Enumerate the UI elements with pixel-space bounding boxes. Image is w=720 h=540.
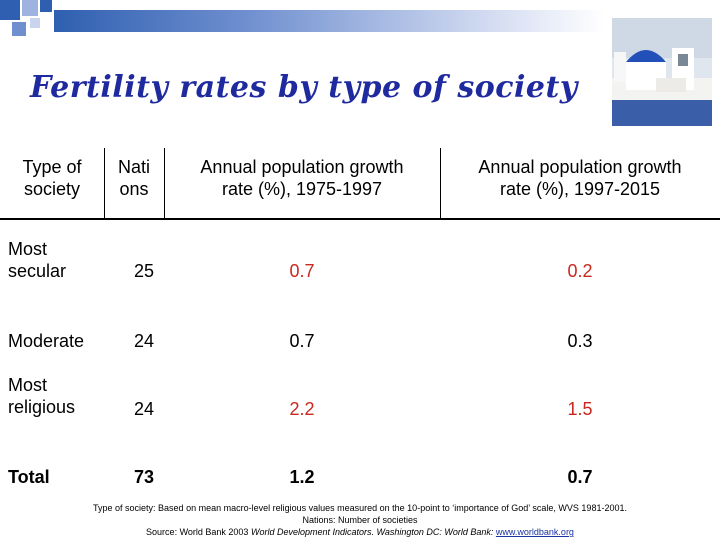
decor-square-4 <box>12 22 26 36</box>
row-moderate-nations: 24 <box>133 331 155 351</box>
row-most-religious-nations: 24 <box>133 399 155 419</box>
header-nations: Nati ons <box>117 157 150 199</box>
decor-square-5 <box>30 18 40 28</box>
column-divider <box>104 148 105 218</box>
row-most-secular-type: Most secular <box>8 239 67 281</box>
row-moderate-type: Moderate <box>8 331 85 351</box>
row-most-religious-growth-1975: 2.2 <box>289 399 315 419</box>
header-divider <box>0 218 720 220</box>
header-growth-1975-1997: Annual population growth rate (%), 1975-1… <box>200 157 404 199</box>
worldbank-link[interactable]: www.worldbank.org <box>495 527 574 537</box>
header-band <box>54 10 604 32</box>
row-total-growth-1997: 0.7 <box>567 467 593 487</box>
row-most-religious-growth-1997: 1.5 <box>567 399 593 419</box>
footnote-nations: Nations: Number of societies <box>302 515 418 525</box>
row-moderate-growth-1997: 0.3 <box>567 331 593 351</box>
row-total-type: Total <box>8 467 50 487</box>
slide-title: Fertility rates by type of society <box>30 70 578 105</box>
row-moderate-growth-1975: 0.7 <box>289 331 315 351</box>
fertility-table: Type of society Nati ons Annual population… <box>0 148 720 498</box>
row-total-growth-1975: 1.2 <box>289 467 315 487</box>
decor-square-2 <box>22 0 38 16</box>
decor-square-3 <box>40 0 52 12</box>
decor-square-1 <box>0 0 20 20</box>
row-total-nations: 73 <box>133 467 155 487</box>
column-divider <box>164 148 165 218</box>
header-growth-1997-2015: Annual population growth rate (%), 1997-2… <box>478 157 682 199</box>
church-photo <box>612 18 712 126</box>
footnote-source: Source: World Bank 2003 World Developmen… <box>146 527 574 537</box>
source-footnote: Type of society: Based on mean macro-lev… <box>0 502 720 538</box>
row-most-secular-growth-1975: 0.7 <box>289 261 315 281</box>
row-most-secular-nations: 25 <box>133 261 155 281</box>
column-divider <box>440 148 441 218</box>
row-most-secular-growth-1997: 0.2 <box>567 261 593 281</box>
header-type-of-society: Type of society <box>22 157 82 199</box>
row-most-religious-type: Most religious <box>8 375 76 417</box>
footnote-definition: Type of society: Based on mean macro-lev… <box>93 503 627 513</box>
